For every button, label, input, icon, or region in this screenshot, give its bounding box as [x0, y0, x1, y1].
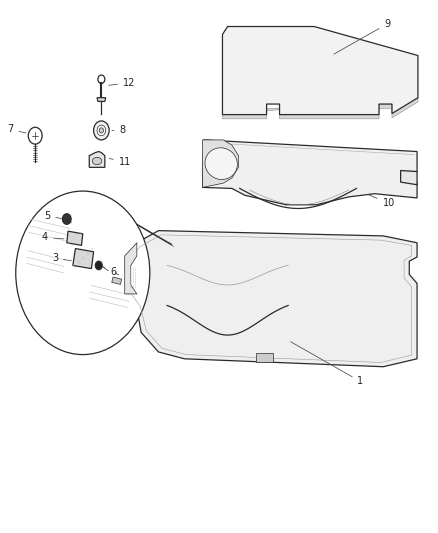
Polygon shape — [256, 353, 273, 362]
Ellipse shape — [92, 157, 102, 165]
Circle shape — [99, 128, 103, 133]
Circle shape — [97, 125, 106, 136]
Polygon shape — [401, 171, 417, 185]
Circle shape — [28, 127, 42, 144]
Text: 6: 6 — [103, 266, 116, 277]
Polygon shape — [125, 243, 137, 294]
Circle shape — [98, 75, 105, 84]
Text: 7: 7 — [7, 124, 26, 134]
Text: 3: 3 — [52, 253, 71, 263]
Text: 1: 1 — [290, 342, 364, 386]
Polygon shape — [67, 231, 83, 245]
Ellipse shape — [205, 148, 237, 180]
Polygon shape — [223, 98, 418, 119]
Text: 12: 12 — [109, 78, 135, 88]
Text: 11: 11 — [109, 157, 131, 167]
Text: 9: 9 — [334, 19, 390, 54]
Circle shape — [94, 121, 109, 140]
Polygon shape — [223, 27, 418, 115]
Polygon shape — [97, 98, 106, 101]
Polygon shape — [89, 151, 105, 167]
Circle shape — [63, 214, 71, 224]
Circle shape — [95, 261, 102, 270]
Text: 8: 8 — [112, 125, 126, 135]
Text: 4: 4 — [42, 232, 64, 243]
Polygon shape — [202, 140, 238, 188]
Polygon shape — [112, 277, 122, 285]
Circle shape — [16, 191, 150, 354]
Text: 5: 5 — [44, 211, 61, 221]
Polygon shape — [73, 248, 94, 269]
Polygon shape — [125, 231, 417, 367]
Text: 10: 10 — [369, 195, 395, 208]
Polygon shape — [202, 140, 417, 205]
